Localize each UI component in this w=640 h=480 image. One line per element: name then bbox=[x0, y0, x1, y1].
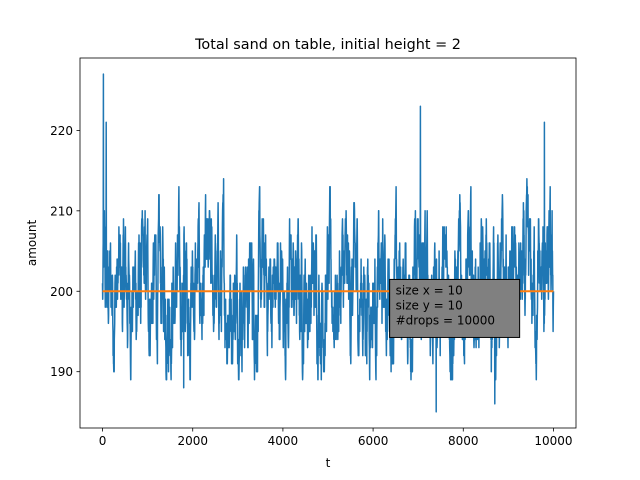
x-tick-label: 6000 bbox=[358, 434, 389, 448]
x-tick-label: 10000 bbox=[534, 434, 572, 448]
annotation-box-background bbox=[389, 278, 521, 338]
x-tick-label: 2000 bbox=[177, 434, 208, 448]
x-tick-label: 0 bbox=[99, 434, 107, 448]
y-tick-label: 200 bbox=[50, 285, 73, 299]
series-layer bbox=[101, 73, 555, 413]
y-tick-label: 220 bbox=[50, 124, 73, 138]
chart-title: Total sand on table, initial height = 2 bbox=[194, 37, 461, 53]
y-tick-label: 210 bbox=[50, 204, 73, 218]
annotation-line: #drops = 10000 bbox=[396, 313, 495, 327]
annotation-line: size y = 10 bbox=[396, 298, 463, 312]
series-line-sand-amount bbox=[101, 73, 555, 413]
x-tick-label: 8000 bbox=[448, 434, 479, 448]
axis-layer: 0 2000 4000 6000 8000 10000 190 200 210 220 bbox=[50, 124, 572, 448]
plot-area-frame bbox=[79, 57, 577, 429]
x-tick-label: 4000 bbox=[268, 434, 299, 448]
annotation-line: size x = 10 bbox=[396, 283, 463, 297]
y-axis-label: amount bbox=[25, 220, 39, 267]
y-tick-label: 190 bbox=[50, 365, 73, 379]
x-axis-label: t bbox=[326, 456, 331, 470]
